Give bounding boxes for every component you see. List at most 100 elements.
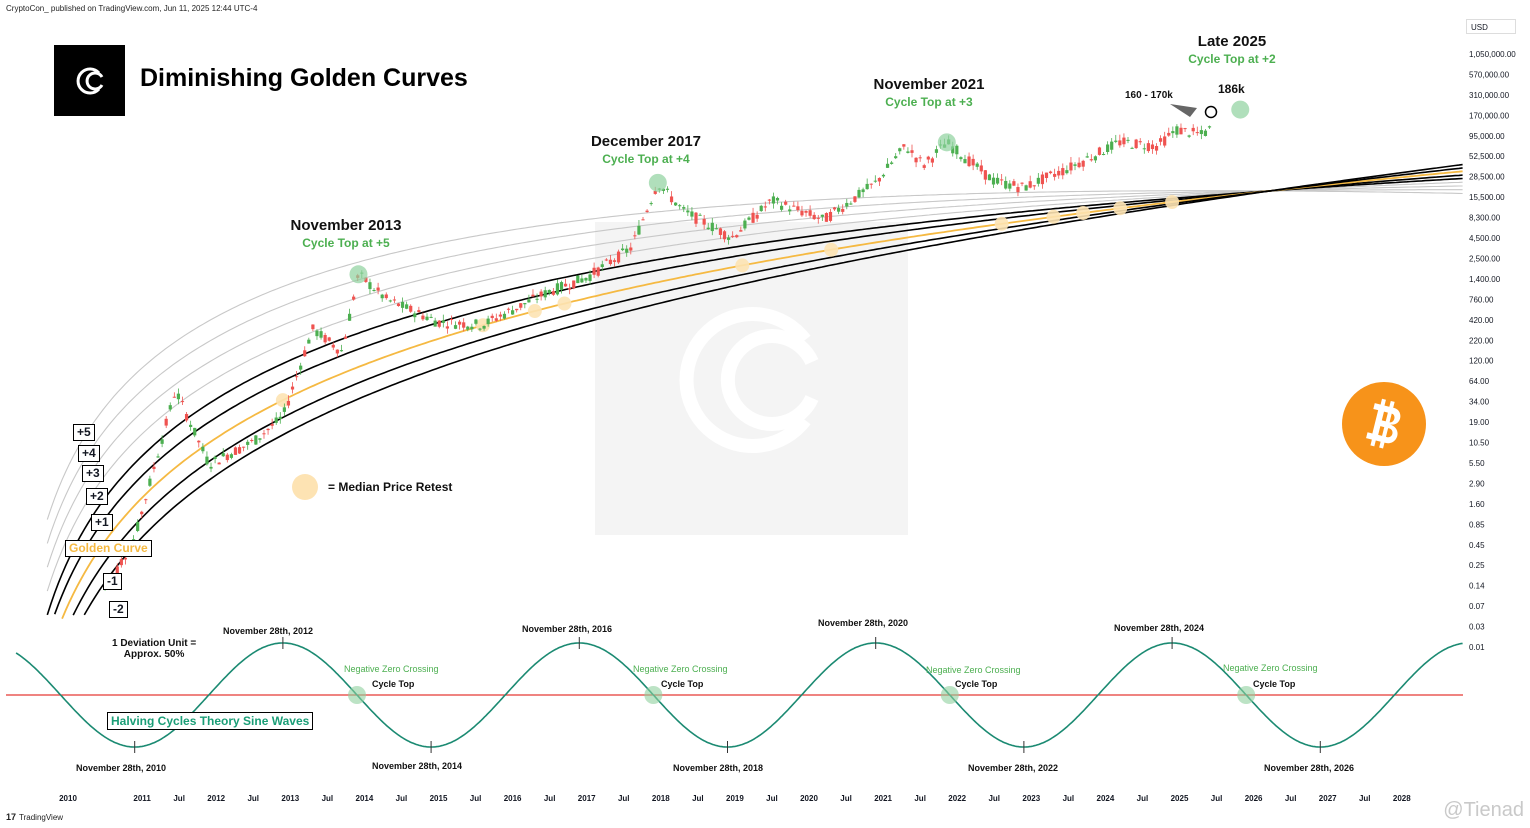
candle-body <box>429 316 433 318</box>
candle-body <box>881 174 886 177</box>
candle-body <box>1138 141 1142 143</box>
candle-body <box>755 214 759 219</box>
annotation-title: November 2013 <box>290 217 402 234</box>
cycle-top-dot <box>648 173 667 192</box>
x-tick-label: Jul <box>544 794 556 803</box>
y-tick-label: 34.00 <box>1469 398 1490 407</box>
candle-body <box>747 217 751 220</box>
candle-body <box>233 447 238 455</box>
candle-body <box>535 298 539 300</box>
x-tick-label: 2026 <box>1245 794 1263 803</box>
candle-body <box>653 190 657 194</box>
watermark-logo <box>679 307 819 453</box>
candle-body <box>1179 127 1183 135</box>
x-tick-label: 2023 <box>1022 794 1040 803</box>
band-label-plus4: +4 <box>78 445 100 462</box>
candle-body <box>425 316 429 320</box>
candle-body <box>1020 182 1024 184</box>
candle-body <box>486 318 490 325</box>
watermark-text: @Tienad <box>1443 799 1524 821</box>
y-tick-label: 2,500.00 <box>1469 254 1501 263</box>
y-tick-label: 0.07 <box>1469 602 1485 611</box>
candle-body <box>869 183 873 185</box>
candle-body <box>266 428 270 431</box>
tradingview-footer[interactable]: 17 TradingView <box>6 812 63 822</box>
candle-body <box>237 447 242 454</box>
y-tick-label: 28,500.00 <box>1469 173 1505 182</box>
candle-body <box>551 291 555 295</box>
candle-body <box>918 157 922 159</box>
candle-body <box>816 217 820 219</box>
candle-body <box>1134 139 1138 149</box>
candle-body <box>975 163 979 167</box>
candle-body <box>665 188 670 190</box>
deviation-line2: Approx. 50% <box>123 649 185 660</box>
candle-body <box>413 313 417 318</box>
currency-label[interactable]: USD <box>1466 19 1516 34</box>
candle-body <box>254 435 258 445</box>
candle-body <box>796 206 800 211</box>
candle-body <box>299 365 303 370</box>
cryptocon-logo <box>54 45 125 116</box>
sine-trough-2026: November 28th, 2026 <box>1264 763 1355 773</box>
candle-body <box>849 203 853 205</box>
x-tick-label: Jul <box>322 794 334 803</box>
y-tick-label: 170,000.00 <box>1469 111 1510 120</box>
x-tick-label: Jul <box>840 794 852 803</box>
candle-body <box>1044 172 1049 179</box>
candle-body <box>339 350 344 352</box>
band-label-minus1: -1 <box>103 573 122 590</box>
y-tick-label: 0.03 <box>1469 623 1485 632</box>
candle-body <box>453 325 458 329</box>
candle-body <box>131 539 136 541</box>
candle-body <box>311 324 315 330</box>
x-tick-label: Jul <box>618 794 630 803</box>
band-label-plus3: +3 <box>82 465 104 482</box>
candle-body <box>612 260 617 262</box>
candle-body <box>396 303 401 307</box>
cycle-top-markers <box>349 100 1250 284</box>
candle-body <box>718 228 723 235</box>
zero-crossing-label: Negative Zero Crossing <box>344 664 439 674</box>
candle-body <box>841 208 845 212</box>
x-tick-label: 2011 <box>133 794 151 803</box>
candle-body <box>421 315 425 320</box>
x-tick-label: 2028 <box>1393 794 1411 803</box>
candle-body <box>1110 141 1114 150</box>
y-tick-label: 0.14 <box>1469 582 1485 591</box>
candle-body <box>400 302 405 308</box>
candle-body <box>331 344 335 348</box>
candle-body <box>1053 173 1057 177</box>
candle-body <box>1207 126 1212 128</box>
candle-body <box>262 433 266 435</box>
candle-body <box>307 339 311 344</box>
candle-body <box>1150 144 1155 150</box>
x-tick-label: Jul <box>1211 794 1223 803</box>
candle-body <box>1126 139 1130 141</box>
x-tick-label: 2014 <box>356 794 374 803</box>
candle-body <box>1171 131 1175 134</box>
candle-body <box>1118 140 1122 146</box>
sine-trough-2022: November 28th, 2022 <box>968 763 1059 773</box>
y-tick-label: 0.85 <box>1469 520 1485 529</box>
candle-body <box>270 424 274 426</box>
x-tick-label: 2025 <box>1171 794 1189 803</box>
annotation-late2025: Late 2025 Cycle Top at +2 <box>1180 33 1284 66</box>
retest-dot <box>557 296 572 311</box>
candle-body <box>1073 164 1077 166</box>
candle-body <box>563 283 568 287</box>
candle-body <box>474 319 478 324</box>
y-tick-label: 120.00 <box>1469 357 1494 366</box>
candle-body <box>1097 147 1102 155</box>
sine-wave <box>6 637 1463 753</box>
band-label-minus2: -2 <box>109 601 128 618</box>
range-label: 160 - 170k <box>1125 90 1173 101</box>
candle-body <box>1081 160 1085 167</box>
x-tick-label: Jul <box>470 794 482 803</box>
zero-crossing-label: Negative Zero Crossing <box>1223 663 1318 673</box>
candle-body <box>1167 132 1171 136</box>
x-tick-label: 2016 <box>504 794 522 803</box>
candle-body <box>959 157 963 160</box>
x-tick-label: 2024 <box>1097 794 1115 803</box>
candle-body <box>445 326 449 329</box>
